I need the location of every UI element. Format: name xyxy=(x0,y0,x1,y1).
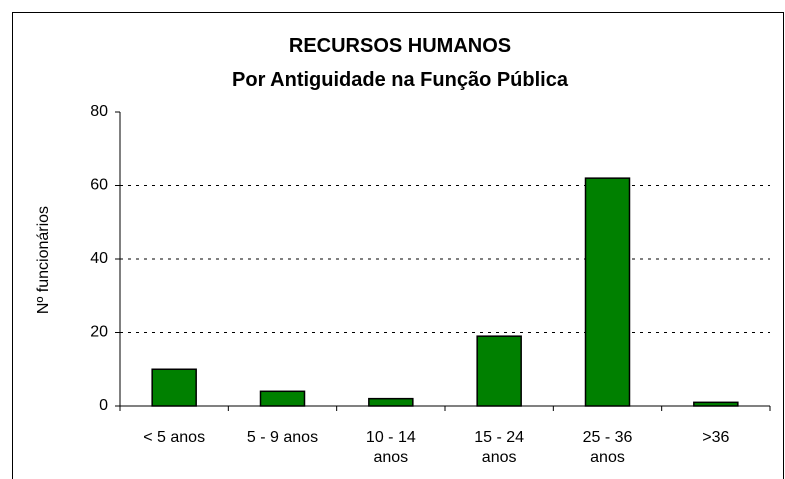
chart-title: RECURSOS HUMANOS xyxy=(289,35,511,57)
y-axis-label: Nº funcionários xyxy=(35,206,52,314)
x-tick-label: 10 - 14 anos xyxy=(365,429,416,466)
bar xyxy=(476,335,522,407)
bar xyxy=(584,177,631,407)
y-tick-label: 40 xyxy=(90,250,108,267)
x-tick-label: < 5 anos xyxy=(143,429,206,446)
y-tick-label: 80 xyxy=(90,103,108,120)
x-tick-label: 5 - 9 anos xyxy=(246,429,319,446)
y-tick-label: 60 xyxy=(90,177,108,194)
bar xyxy=(693,401,739,407)
x-tick-label: >36 xyxy=(702,429,730,446)
bar xyxy=(151,368,197,407)
bar xyxy=(368,397,414,407)
bar xyxy=(259,390,306,407)
x-tick-label: 25 - 36 anos xyxy=(582,429,633,466)
y-tick-label: 20 xyxy=(90,324,108,341)
y-tick-label: 0 xyxy=(99,397,108,414)
x-tick-label: 15 - 24 anos xyxy=(474,429,525,466)
chart-subtitle: Por Antiguidade na Função Pública xyxy=(232,69,569,91)
